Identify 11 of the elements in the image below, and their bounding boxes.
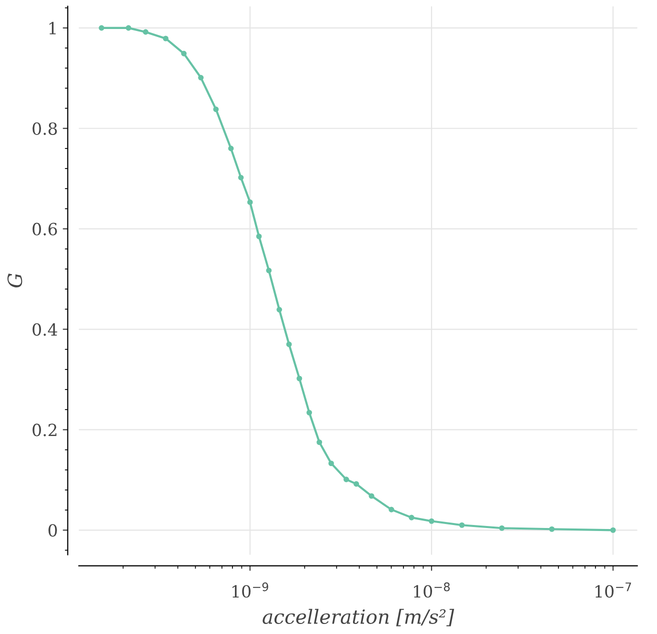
y-tick-label: 0 (48, 524, 57, 537)
y-tick-label: 0.8 (32, 122, 57, 135)
y-tick-label: 1 (49, 22, 56, 34)
y-tick-label: 0.4 (32, 323, 58, 336)
y-tick-label: 0.6 (32, 222, 57, 236)
x-axis-title: accelleration [m/s²] (262, 608, 454, 626)
y-tick-label: 0.2 (32, 424, 56, 436)
x-tick-label: 10$^{−8}$ (414, 582, 450, 598)
y-axis-title: G (7, 274, 22, 288)
x-tick-label: 10$^{−9}$ (232, 582, 268, 598)
x-tick-label: 10$^{−7}$ (596, 582, 632, 598)
